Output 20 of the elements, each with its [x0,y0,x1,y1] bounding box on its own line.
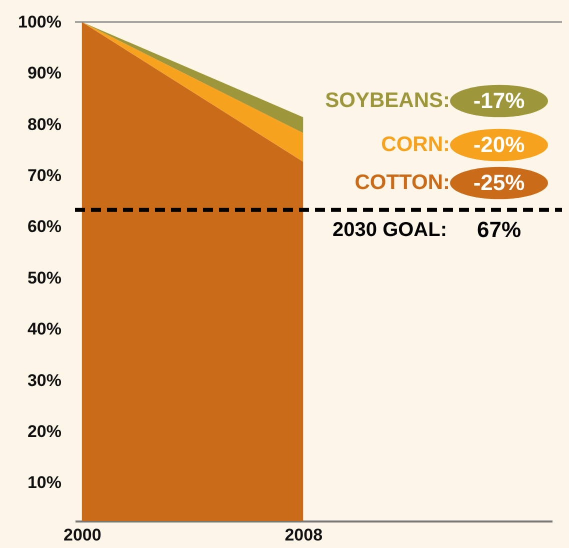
annotation: -25% [473,170,525,195]
ref-line-label: 2030 GOAL: [332,218,447,241]
y-tick-label: 60% [27,217,62,236]
y-tick-label: 80% [27,114,62,134]
legend-label: SOYBEANS: [325,89,450,112]
y-tick-label: 70% [27,166,62,186]
annotation: 67% [476,216,522,242]
y-tick-label: 30% [27,370,62,390]
y-tick-label: 90% [27,64,62,83]
annotation: -20% [473,132,525,157]
y-tick-label: 40% [27,320,62,339]
legend-label: COTTON: [354,171,450,194]
x-tick-label: 2008 [284,526,323,544]
annotation: -17% [473,88,525,113]
x-tick-label: 2000 [64,526,102,544]
y-tick-label: 20% [27,422,62,441]
legend-label: CORN: [381,133,450,156]
y-tick-label: 100% [18,12,62,32]
y-tick-label: 10% [27,473,62,492]
y-tick-label: 50% [27,268,62,288]
